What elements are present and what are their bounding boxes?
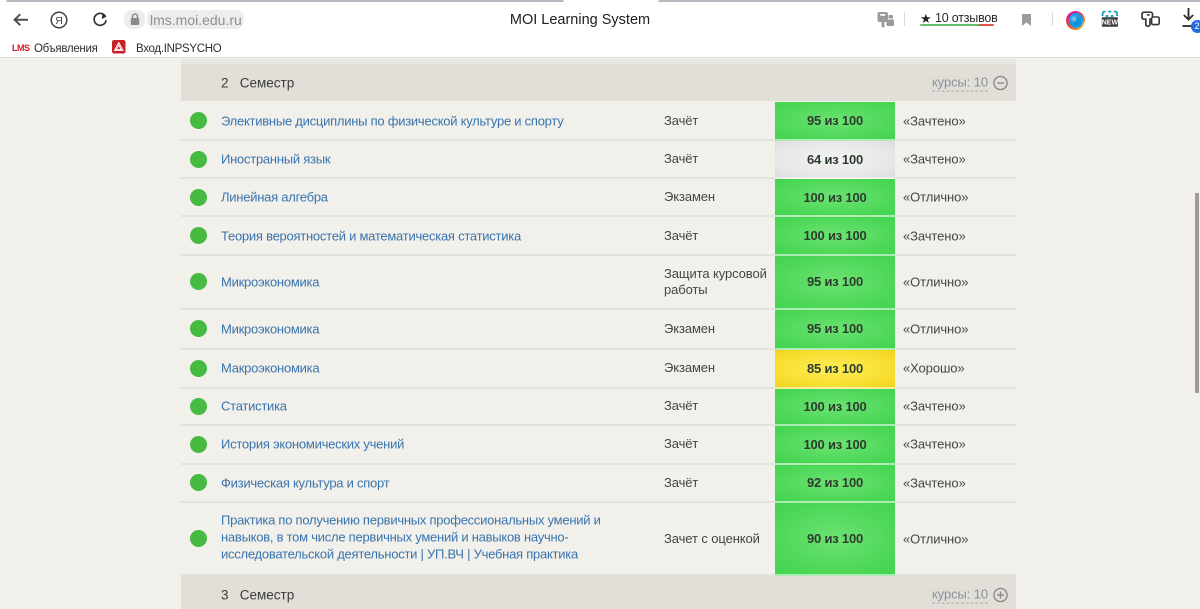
svg-text:Я: Я <box>55 15 63 27</box>
svg-text:NEW: NEW <box>1102 20 1119 27</box>
